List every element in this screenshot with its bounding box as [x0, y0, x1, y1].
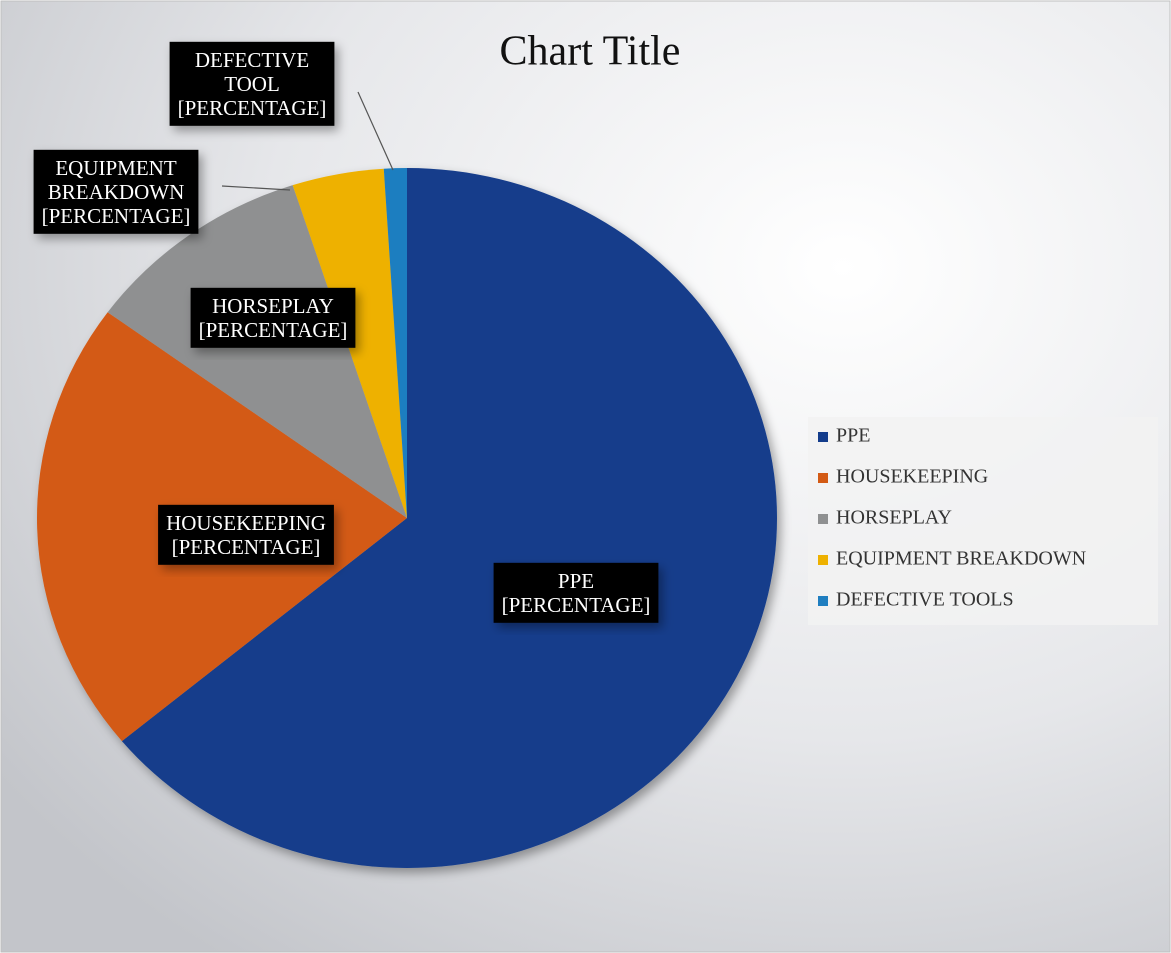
leader-line — [357, 91, 394, 171]
data-label: PPE[PERCENTAGE] — [493, 562, 659, 623]
data-label-text: HOUSEKEEPING — [166, 511, 326, 535]
chart-title: Chart Title — [500, 29, 681, 75]
data-label-box — [493, 562, 659, 623]
legend — [808, 417, 1158, 625]
data-label-box — [158, 504, 334, 565]
data-label-text: HORSEPLAY — [212, 294, 334, 318]
legend-swatch — [818, 514, 828, 524]
data-label-text: BREAKDOWN — [48, 180, 185, 204]
data-label-box — [190, 287, 356, 348]
pie-slice — [107, 185, 408, 518]
legend-label: EQUIPMENT BREAKDOWN — [836, 548, 1086, 570]
data-label-text: [PERCENTAGE] — [172, 535, 321, 559]
pie-slice — [383, 168, 407, 518]
legend-label: PPE — [836, 425, 870, 447]
legend-label: DEFECTIVE TOOLS — [836, 589, 1014, 611]
legend-swatch — [818, 473, 828, 483]
legend-swatch — [818, 596, 828, 606]
data-label-text: [PERCENTAGE] — [199, 318, 348, 342]
data-label-text: DEFECTIVE — [195, 48, 309, 72]
legend-swatch — [818, 432, 828, 442]
data-label-text: [PERCENTAGE] — [178, 96, 327, 120]
data-label-text: PPE — [558, 569, 594, 593]
data-label-text: [PERCENTAGE] — [42, 204, 191, 228]
pie — [37, 168, 778, 869]
legend-label: HORSEPLAY — [836, 507, 952, 529]
pie-slice — [121, 168, 778, 869]
data-label: HORSEPLAY[PERCENTAGE] — [190, 287, 356, 348]
leader-line — [221, 185, 291, 191]
data-label-text: EQUIPMENT — [55, 156, 176, 180]
data-label-text: TOOL — [224, 72, 280, 96]
legend-label: HOUSEKEEPING — [836, 466, 988, 488]
legend-swatch — [818, 555, 828, 565]
data-label-text: [PERCENTAGE] — [502, 593, 651, 617]
data-label-box — [33, 149, 199, 234]
data-label: HOUSEKEEPING[PERCENTAGE] — [158, 504, 334, 565]
data-label-box — [169, 41, 335, 126]
